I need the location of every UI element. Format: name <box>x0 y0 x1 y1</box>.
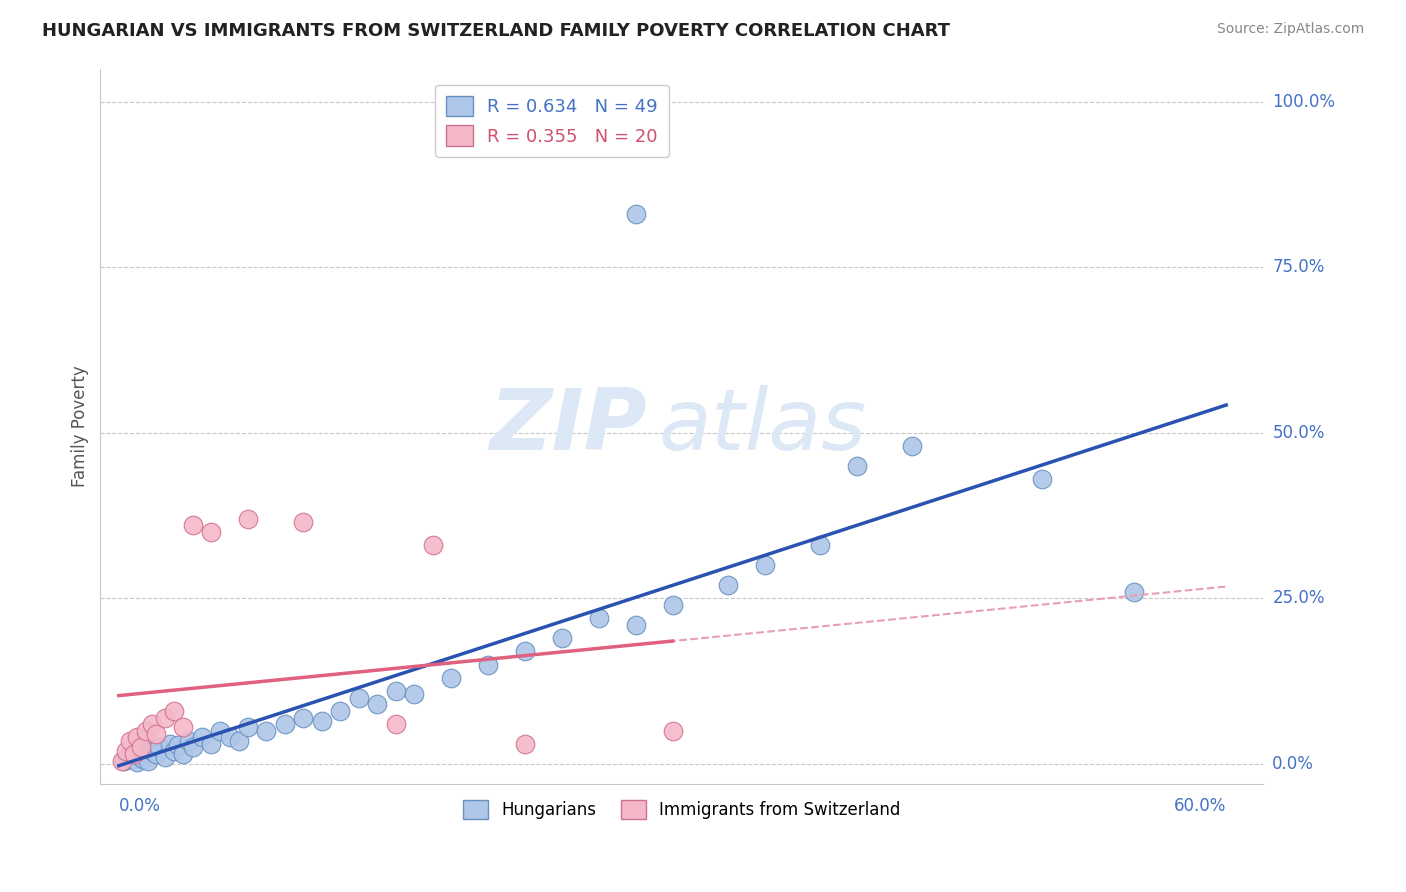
Point <box>311 714 333 728</box>
Point <box>236 512 259 526</box>
Point <box>513 644 536 658</box>
Point <box>141 744 163 758</box>
Text: 75.0%: 75.0% <box>1272 258 1324 277</box>
Text: 60.0%: 60.0% <box>1174 797 1226 815</box>
Text: 50.0%: 50.0% <box>1272 424 1324 442</box>
Text: 25.0%: 25.0% <box>1272 590 1324 607</box>
Text: 100.0%: 100.0% <box>1272 93 1336 111</box>
Point <box>717 578 740 592</box>
Text: Source: ZipAtlas.com: Source: ZipAtlas.com <box>1216 22 1364 37</box>
Point <box>440 671 463 685</box>
Point <box>172 747 194 761</box>
Point <box>145 747 167 761</box>
Point <box>191 731 214 745</box>
Text: ZIP: ZIP <box>489 384 647 467</box>
Point <box>163 704 186 718</box>
Point <box>117 750 139 764</box>
Point <box>661 723 683 738</box>
Text: HUNGARIAN VS IMMIGRANTS FROM SWITZERLAND FAMILY POVERTY CORRELATION CHART: HUNGARIAN VS IMMIGRANTS FROM SWITZERLAND… <box>42 22 950 40</box>
Point <box>218 731 240 745</box>
Point <box>901 439 924 453</box>
Point <box>138 754 160 768</box>
Point <box>127 755 149 769</box>
Point <box>141 717 163 731</box>
Point <box>513 737 536 751</box>
Point <box>112 754 135 768</box>
Point <box>132 752 155 766</box>
Text: 0.0%: 0.0% <box>120 797 160 815</box>
Point <box>200 525 222 540</box>
Text: 0.0%: 0.0% <box>1272 755 1315 772</box>
Point <box>754 558 776 573</box>
Point <box>274 717 297 731</box>
Point <box>228 733 250 747</box>
Point <box>121 751 143 765</box>
Point <box>129 740 152 755</box>
Point <box>122 747 145 761</box>
Point <box>172 721 194 735</box>
Point <box>404 687 426 701</box>
Point <box>256 723 278 738</box>
Point <box>624 617 647 632</box>
Point <box>846 458 869 473</box>
Point <box>135 723 157 738</box>
Point <box>128 748 150 763</box>
Point <box>624 207 647 221</box>
Point <box>347 690 370 705</box>
Point <box>159 737 181 751</box>
Legend: Hungarians, Immigrants from Switzerland: Hungarians, Immigrants from Switzerland <box>456 793 907 825</box>
Point <box>588 611 610 625</box>
Point <box>329 704 352 718</box>
Point <box>477 657 499 672</box>
Point <box>1031 472 1053 486</box>
Point <box>127 731 149 745</box>
Point <box>236 721 259 735</box>
Point <box>661 598 683 612</box>
Point <box>384 717 406 731</box>
Point <box>551 631 574 645</box>
Point <box>177 733 200 747</box>
Point <box>153 750 176 764</box>
Point <box>111 754 134 768</box>
Text: atlas: atlas <box>658 384 866 467</box>
Point <box>181 518 204 533</box>
Point <box>422 538 444 552</box>
Point <box>292 710 315 724</box>
Point <box>122 747 145 761</box>
Point <box>181 740 204 755</box>
Point <box>163 744 186 758</box>
Y-axis label: Family Poverty: Family Poverty <box>72 365 89 487</box>
Point <box>115 744 138 758</box>
Point <box>148 740 170 755</box>
Point <box>200 737 222 751</box>
Point <box>292 515 315 529</box>
Point <box>366 698 388 712</box>
Point <box>209 723 232 738</box>
Point <box>1122 584 1144 599</box>
Point <box>384 684 406 698</box>
Point <box>118 733 141 747</box>
Point <box>135 745 157 759</box>
Point <box>808 538 831 552</box>
Point <box>167 739 190 753</box>
Point <box>145 727 167 741</box>
Point <box>153 710 176 724</box>
